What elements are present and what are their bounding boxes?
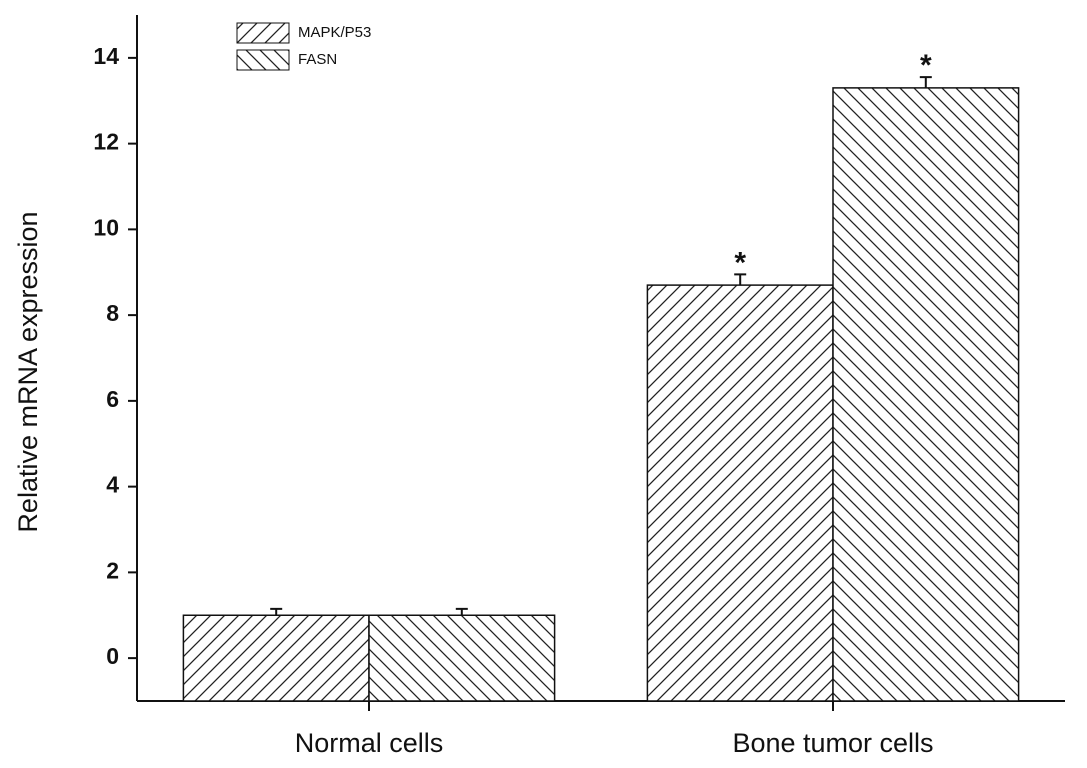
error-bar — [919, 76, 932, 88]
bar — [832, 87, 1020, 702]
legend-swatch — [236, 49, 290, 71]
y-axis-title: Relative mRNA expression — [13, 211, 43, 532]
y-tick-label: 2 — [106, 557, 119, 583]
bar — [646, 284, 834, 702]
y-tick-label: 6 — [106, 386, 119, 412]
x-tick-label: Bone tumor cells — [732, 728, 933, 758]
bar — [368, 614, 556, 702]
y-tick-label: 14 — [93, 43, 119, 69]
y-tick-label: 12 — [93, 129, 119, 155]
error-bar — [734, 273, 747, 286]
error-bar — [455, 607, 468, 616]
x-tick-label: Normal cells — [295, 728, 444, 758]
significance-mark: * — [734, 246, 746, 279]
legend-swatch — [236, 22, 290, 44]
significance-mark: * — [920, 49, 932, 82]
y-tick-label: 10 — [93, 214, 119, 240]
legend-label: MAPK/P53 — [298, 24, 371, 41]
legend-label: FASN — [298, 51, 337, 68]
y-tick-label: 8 — [106, 300, 119, 326]
error-bar — [270, 607, 283, 616]
y-tick-label: 0 — [106, 643, 119, 669]
bar — [182, 614, 370, 702]
y-tick-label: 4 — [106, 472, 119, 498]
